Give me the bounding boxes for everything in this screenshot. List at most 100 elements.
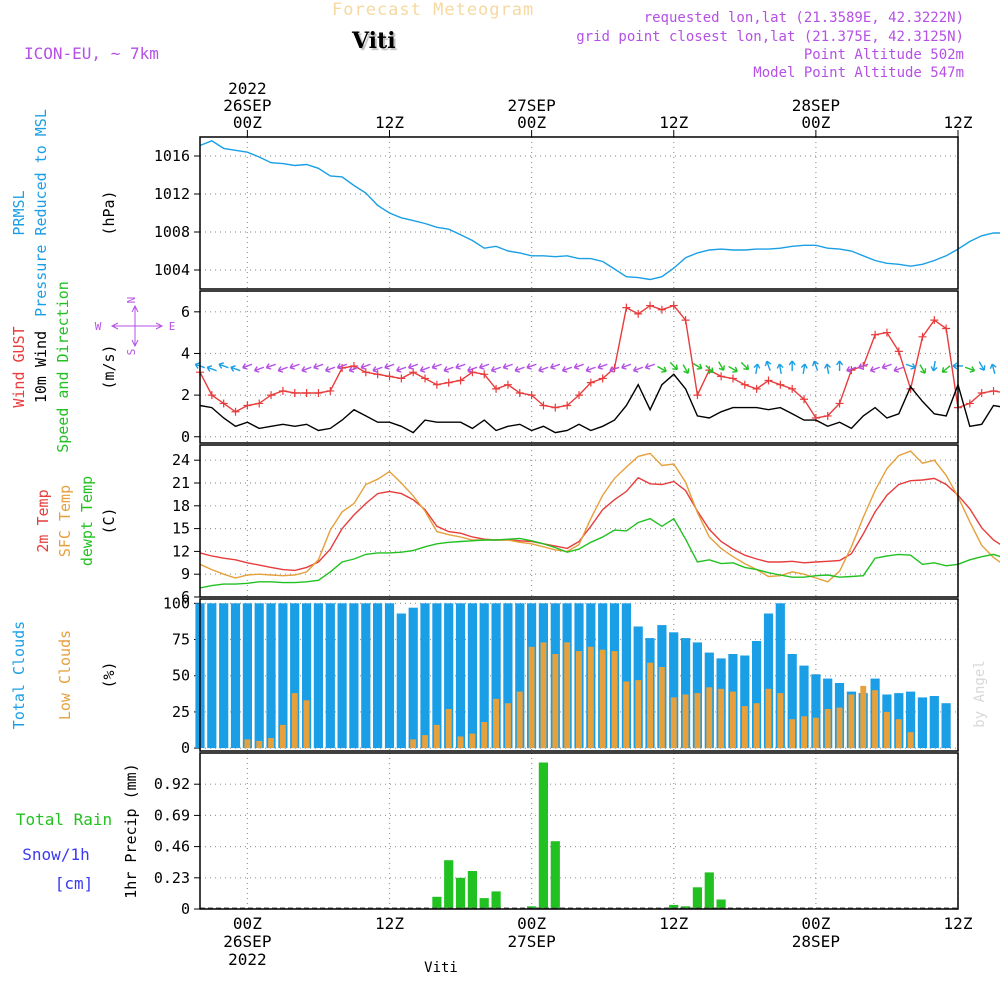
pressure-title-line: Pressure Reduced to MSL [32, 109, 50, 317]
clouds-ytick-label: 50 [172, 667, 190, 685]
wind-direction-arrow [324, 366, 336, 373]
clouds-title-line: Low Clouds [56, 630, 74, 720]
clouds-title-line: Total Clouds [10, 621, 28, 729]
wind-arrow-shape [644, 363, 656, 370]
wind-arrow-shape [753, 363, 761, 375]
bottom-date-label: 12Z [375, 914, 404, 933]
clouds-series-0-bar [799, 665, 809, 749]
clouds-series-1-bar [718, 688, 725, 749]
wind-arrow-shape [490, 366, 502, 373]
top-date-label: 00Z [801, 113, 830, 132]
wind-direction-arrow [526, 363, 537, 370]
temperature-title-line: 2m Temp [34, 489, 52, 552]
wind-arrow-shape [893, 366, 904, 373]
wind-arrow-shape [313, 363, 324, 370]
wind-direction-arrow [348, 366, 359, 373]
clouds-series-1-bar [268, 738, 274, 749]
wind-arrow-shape [800, 363, 808, 375]
wind-arrow-shape [348, 366, 359, 373]
wind-direction-arrow [764, 360, 772, 371]
wind-direction-arrow [502, 363, 513, 370]
wind-arrow-shape [336, 363, 348, 370]
wind-direction-arrow [776, 363, 784, 375]
pressure-series-0-line [199, 140, 1000, 281]
temperature-series-1-line [199, 450, 1000, 583]
bottom-date-label: 00Z [233, 914, 262, 933]
clouds-series-0-bar [455, 603, 466, 749]
wind-gust-marker [409, 368, 418, 377]
wind-gust-marker [989, 386, 998, 395]
wind-direction-arrow [490, 366, 502, 373]
clouds-series-0-bar [384, 603, 395, 749]
wind-arrow-shape [573, 363, 584, 370]
clouds-series-1-bar [860, 685, 867, 749]
top-date-label: 2022 [228, 79, 267, 98]
clouds-series-0-bar [775, 603, 785, 749]
precip-ytick-label: 0.23 [154, 869, 190, 887]
pressure-ylabel: (hPa) [100, 190, 118, 235]
precip-frame [199, 752, 959, 910]
wind-arrow-shape [407, 363, 419, 370]
compass-east: E [169, 320, 176, 333]
wind-direction-arrow [989, 363, 997, 374]
precip-legend-rain: Total Rain [16, 810, 112, 829]
wind-gust-marker [503, 380, 512, 389]
wind-arrow-shape [989, 363, 997, 374]
clouds-series-1-bar [836, 707, 843, 749]
clouds-series-1-bar [244, 739, 251, 749]
wind-gust-marker [421, 374, 430, 383]
wind-arrow-shape [869, 366, 881, 373]
wind-gust-marker [693, 391, 702, 400]
clouds-series-0-bar [740, 655, 750, 749]
wind-gust-marker [207, 391, 216, 400]
precip-legend-snow: Snow/1h [22, 845, 89, 864]
wind-arrow-shape [561, 366, 573, 373]
wind-direction-arrow [597, 363, 608, 370]
wind-direction-arrow [301, 366, 312, 373]
wind-direction-arrow [573, 363, 584, 370]
clouds-series-1-bar [623, 681, 630, 749]
precip-series-0-bar [538, 762, 548, 909]
wind-direction-arrow [905, 363, 916, 370]
wind-direction-arrow [753, 363, 761, 375]
temperature-title-line: SFC Temp [56, 485, 74, 557]
bottom-date-label: 00Z [801, 914, 830, 933]
wind-direction-arrow [455, 363, 466, 370]
wind-direction-arrow [930, 360, 938, 372]
clouds-series-1-bar [907, 732, 914, 749]
wind-direction-arrow [692, 362, 703, 370]
wind-arrow-shape [396, 366, 407, 373]
wind-arrow-shape [669, 361, 678, 371]
wind-direction-arrow [253, 366, 265, 373]
clouds-series-0-bar [373, 603, 383, 749]
compass-south: S [125, 349, 138, 356]
wind-gust-marker [776, 380, 785, 389]
precip-ytick-label: 0.92 [154, 775, 190, 793]
pressure-ytick-label: 1008 [154, 223, 190, 241]
wind-title-line: Speed and Direction [54, 281, 72, 453]
wind-arrow-shape [718, 361, 725, 371]
clouds-series-1-bar [493, 698, 499, 749]
precip-series-0-bar [669, 904, 679, 909]
wind-direction-arrow [978, 361, 986, 371]
pressure-frame [199, 136, 959, 290]
wind-direction-arrow [609, 366, 620, 373]
grid-point-coordinates: grid point closest lon,lat (21.375E, 42.… [576, 29, 964, 45]
wind-direction-arrow [964, 366, 976, 373]
wind-arrow-shape [740, 361, 750, 371]
wind-arrow-shape [502, 363, 513, 370]
precip-series-0-bar [455, 877, 466, 909]
bottom-date-label: 2022 [228, 950, 267, 969]
model-point-altitude: Model Point Altitude 547m [753, 65, 964, 81]
clouds-series-1-bar [670, 697, 677, 749]
wind-gust-marker [669, 301, 678, 310]
wind-arrow-shape [206, 365, 217, 372]
clouds-series-1-bar [410, 739, 417, 749]
wind-arrow-shape [277, 366, 288, 373]
wind-direction-arrow [443, 366, 454, 373]
wind-arrow-shape [632, 366, 644, 373]
temperature-ytick-label: 12 [172, 542, 190, 560]
clouds-ytick-label: 25 [172, 703, 190, 721]
point-altitude: Point Altitude 502m [803, 47, 964, 63]
wind-arrow-shape [419, 366, 430, 373]
